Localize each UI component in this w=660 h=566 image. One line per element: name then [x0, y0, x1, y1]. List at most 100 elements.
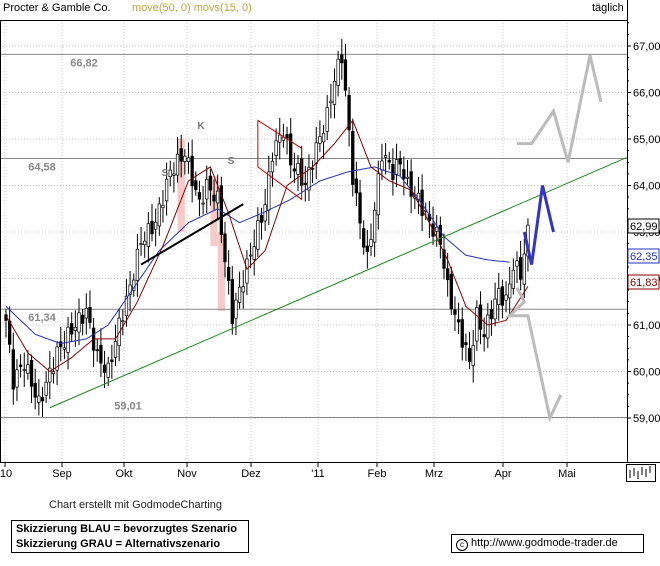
drawn-lines: S K S [49, 54, 627, 423]
axes: 59,0060,0061,0062,0063,0064,0065,0066,00… [0, 0, 660, 480]
price-tag-box [627, 248, 660, 264]
candle-body [383, 155, 388, 158]
candle-body [237, 286, 242, 303]
candle-body [234, 299, 238, 319]
candle-body [270, 160, 275, 173]
candle-body [44, 381, 48, 396]
candle-body [99, 344, 103, 364]
black-trendline [140, 203, 244, 266]
candle-body [442, 249, 446, 269]
gray-scenario-down [505, 287, 563, 423]
level-label: 64,58 [28, 162, 56, 174]
price-tag-label: 62,99 [630, 221, 658, 233]
chart-title: Procter & Gamble Co. [3, 2, 111, 14]
candle-body [139, 243, 143, 245]
legend-gray: Skizzierung GRAU = Alternativszenario [16, 538, 221, 550]
horizontal-levels: 66,82 64,58 61,34 59,01 [0, 53, 627, 419]
candle-body [394, 159, 399, 175]
candle-body [252, 246, 256, 260]
candle-body [168, 169, 172, 177]
candle-body [84, 307, 88, 319]
highlight-band [210, 176, 218, 246]
candle-body [478, 304, 483, 330]
candle-body [365, 245, 369, 252]
candle-body [329, 100, 333, 104]
period-label: täglich [592, 2, 624, 14]
candle-body [398, 158, 402, 165]
ma50-line [5, 166, 510, 345]
candle-body [354, 178, 359, 194]
highlight-bands [177, 139, 225, 312]
candle-body [296, 163, 300, 175]
candle-body [201, 202, 205, 205]
highlight-band [217, 232, 225, 312]
candle-body [66, 326, 70, 353]
candle-body [511, 269, 515, 289]
level-label: 66,82 [70, 57, 98, 69]
candle-body [263, 204, 267, 222]
candle-body [259, 215, 264, 223]
candle-body [518, 257, 523, 280]
candle-body [26, 364, 30, 374]
chart-credit: Chart erstellt mit GodmodeCharting [49, 499, 223, 511]
candle-body [438, 225, 442, 245]
candle-body [205, 178, 209, 200]
highlight-band [177, 139, 185, 232]
candle-body [402, 169, 406, 180]
copyright-icon: c [456, 539, 468, 551]
candle-body [405, 176, 410, 179]
price-tag-box [627, 218, 660, 234]
price-tag-box [627, 274, 660, 290]
candle-body [230, 279, 234, 324]
candle-body [179, 148, 183, 162]
price-tag-label: 61,83 [630, 277, 658, 289]
candle-body [110, 359, 114, 362]
candle-body [362, 228, 366, 248]
candle-body [51, 371, 56, 375]
candle-body [343, 59, 348, 91]
blue-scenario [522, 185, 555, 265]
x-tick-label: Sep [52, 468, 72, 480]
candle-body [340, 54, 344, 64]
candle-body [475, 307, 479, 342]
candle-body [292, 168, 296, 172]
legend-blue: Skizzierung BLAU = bevorzugtes Szenario [16, 523, 237, 535]
url-link[interactable]: http://www.godmode-trader.de [471, 537, 618, 549]
candle-body [508, 283, 512, 299]
candle-body [73, 326, 78, 331]
candle-body [208, 175, 213, 191]
candle-body [11, 349, 15, 390]
candle-body [289, 133, 293, 166]
candle-body [154, 221, 158, 230]
candle-body [278, 134, 282, 143]
candle-body [489, 309, 494, 320]
candle-body [190, 155, 194, 187]
candle-body [467, 347, 472, 362]
candle-body [456, 319, 461, 323]
candle-body [70, 323, 74, 335]
chart-logo-icon [626, 464, 656, 482]
candle-body [471, 345, 475, 366]
x-tick-label: Dez [241, 468, 261, 480]
candle-body [493, 298, 497, 320]
candle-body [48, 367, 52, 383]
candlesticks [4, 38, 530, 418]
candle-body [522, 253, 526, 285]
candle-body [391, 164, 395, 180]
candle-body [245, 258, 249, 284]
candle-body [358, 192, 362, 224]
candle-body [124, 295, 129, 317]
candle-body [446, 268, 450, 281]
candle-body [303, 182, 307, 185]
candle-body [369, 239, 373, 247]
candle-body [380, 160, 384, 171]
x-tick-label: Okt [115, 468, 132, 480]
candle-body [150, 220, 154, 235]
url-box[interactable]: c http://www.godmode-trader.de [451, 534, 644, 553]
candle-body [77, 312, 81, 333]
candle-body [15, 369, 19, 388]
candle-body [183, 155, 187, 162]
candle-body [18, 364, 23, 367]
candle-body [453, 309, 457, 315]
candle-body [40, 397, 45, 402]
